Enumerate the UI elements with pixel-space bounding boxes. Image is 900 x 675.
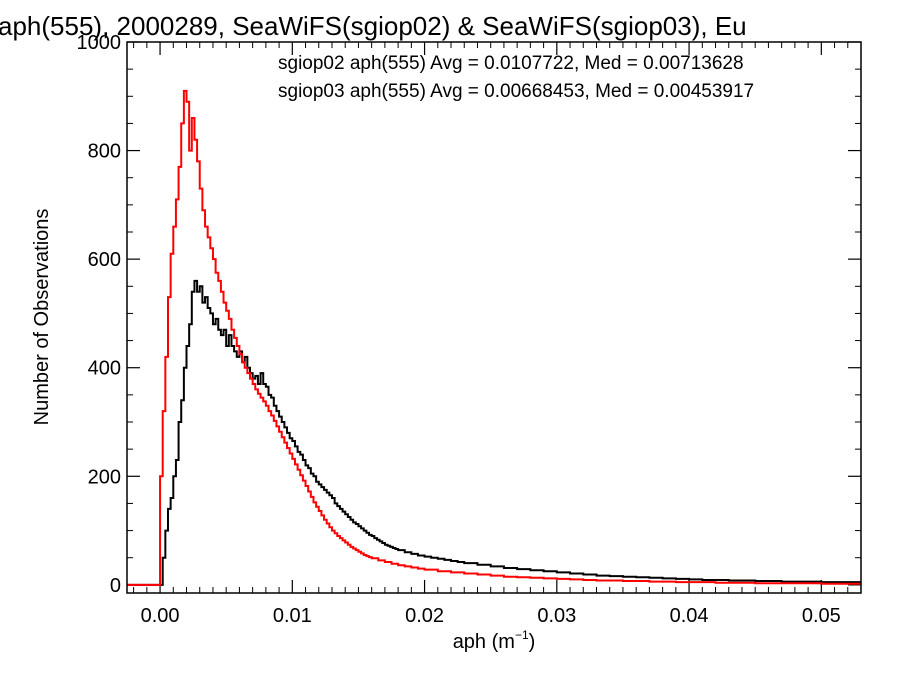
y-axis-label: Number of Observations — [31, 209, 53, 426]
y-tick-label: 600 — [88, 249, 121, 271]
series-line-sgiop02 — [127, 279, 861, 586]
plot-frame — [126, 41, 862, 594]
y-tick-label: 200 — [88, 466, 121, 488]
series-layer — [127, 89, 861, 586]
x-tick-label: 0.04 — [670, 605, 709, 627]
y-axis: 0 200 400 600 800 1000 — [77, 32, 861, 597]
x-tick-label: 0.05 — [802, 605, 841, 627]
y-tick-label: 800 — [88, 141, 121, 163]
y-tick-label: 0 — [110, 575, 121, 597]
annotation-sgiop02: sgiop02 aph(555) Avg = 0.0107722, Med = … — [278, 53, 744, 74]
series-line-sgiop03 — [127, 89, 861, 586]
annotation-group: sgiop02 aph(555) Avg = 0.0107722, Med = … — [278, 53, 754, 102]
chart-title: aph(555), 2000289, SeaWiFS(sgiop02) & Se… — [0, 11, 747, 41]
x-tick-label: 0.00 — [141, 605, 180, 627]
annotation-sgiop03: sgiop03 aph(555) Avg = 0.00668453, Med =… — [278, 81, 754, 102]
x-tick-label: 0.02 — [405, 605, 444, 627]
y-tick-label: 400 — [88, 358, 121, 380]
x-axis-label: aph (m−1) — [453, 628, 536, 653]
y-tick-label: 1000 — [77, 32, 122, 54]
x-tick-label: 0.01 — [273, 605, 312, 627]
x-tick-label: 0.03 — [537, 605, 576, 627]
x-axis: 0.00 0.01 0.02 0.03 0.04 0.05 — [133, 42, 849, 627]
